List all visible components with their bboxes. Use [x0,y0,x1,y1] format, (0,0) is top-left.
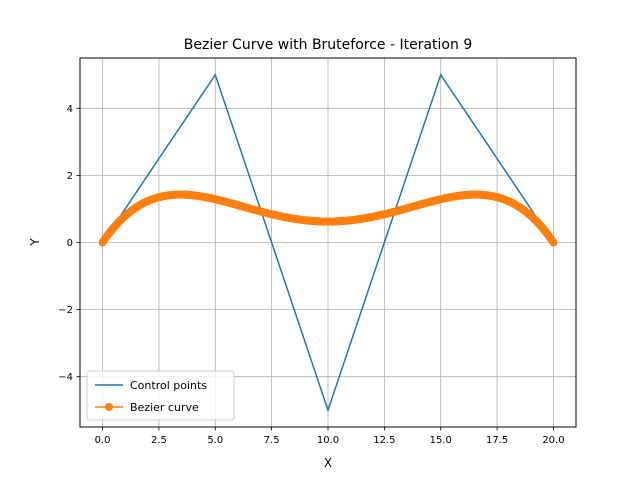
x-tick-label: 7.5 [264,435,280,446]
x-tick-label: 17.5 [486,435,508,446]
series-layer [98,73,558,413]
x-tick-label: 15.0 [430,435,452,446]
y-tick-label: −4 [58,372,73,383]
x-tick-label: 2.5 [151,435,167,446]
x-tick-label: 20.0 [542,435,564,446]
y-tick-label: −2 [58,305,73,316]
x-tick-label: 0.0 [95,435,111,446]
chart-title: Bezier Curve with Bruteforce - Iteration… [184,37,472,53]
y-axis-label: Y [28,238,42,247]
legend: Control points Bezier curve [86,370,235,421]
x-tick-label: 10.0 [317,435,339,446]
bezier-curve-markers [98,190,558,247]
x-tick-label: 5.0 [207,435,223,446]
y-tick-label: 4 [67,104,73,115]
y-axis: −4 −2 0 2 4 [58,104,80,383]
series-line-control-points [101,73,555,413]
legend-marker-bezier-curve [105,403,113,411]
x-axis-label: X [324,456,332,470]
x-axis: 0.0 2.5 5.0 7.5 10.0 12.5 15.0 17.5 20.0 [95,427,565,446]
x-tick-label: 12.5 [373,435,395,446]
legend-label-bezier-curve: Bezier curve [130,401,199,414]
y-tick-label: 0 [67,238,73,249]
legend-box [86,370,235,421]
bezier-curve-point [549,238,558,247]
y-tick-label: 2 [67,171,73,182]
legend-label-control-points: Control points [130,379,207,392]
